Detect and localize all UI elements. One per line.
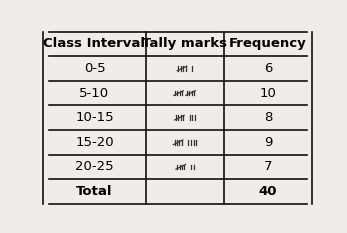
Text: Tally marks: Tally marks	[142, 37, 227, 50]
Text: 9: 9	[264, 136, 272, 149]
Text: Frequency: Frequency	[229, 37, 307, 50]
Text: 40: 40	[259, 185, 277, 198]
Text: 7: 7	[264, 160, 272, 173]
Text: 15-20: 15-20	[75, 136, 114, 149]
Text: 8: 8	[264, 111, 272, 124]
Text: 10-15: 10-15	[75, 111, 114, 124]
Text: 20-25: 20-25	[75, 160, 114, 173]
Text: 0-5: 0-5	[84, 62, 105, 75]
Text: 10: 10	[260, 87, 276, 99]
Text: 6: 6	[264, 62, 272, 75]
Text: Total: Total	[76, 185, 113, 198]
Text: 5-10: 5-10	[79, 87, 110, 99]
Text: Class Interval: Class Interval	[43, 37, 145, 50]
